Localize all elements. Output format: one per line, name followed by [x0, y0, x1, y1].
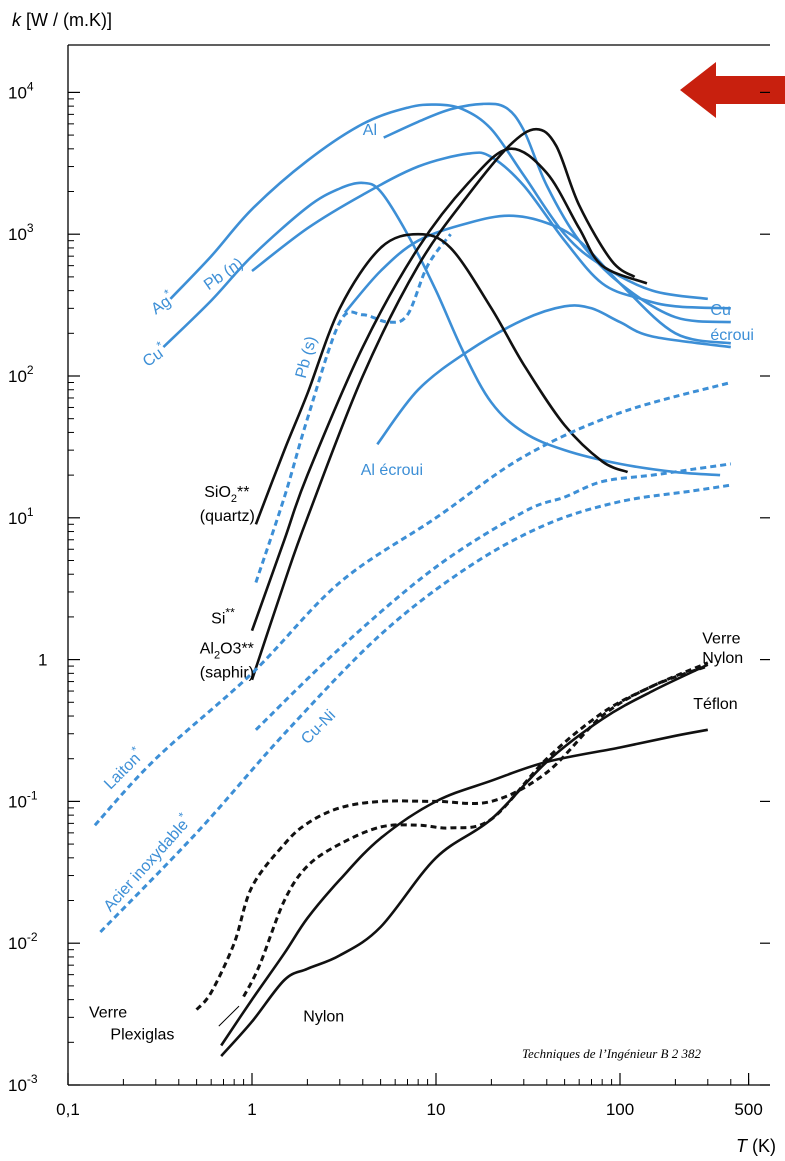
y-tick-label: 103 [8, 221, 34, 244]
series-cu-ecroui [343, 214, 732, 345]
curve-label-al: Al [363, 122, 377, 139]
curve-label-cu: Cu* [137, 338, 170, 371]
curve-label-cu-ni: Cu-Ni [298, 707, 339, 748]
x-axis-title: T (K) [736, 1136, 776, 1156]
curve-label-ag: Ag* [145, 286, 178, 318]
curve-label-sio: SiO2** [204, 484, 249, 505]
x-tick-label: 10 [427, 1100, 446, 1119]
curve-label-acier-inoxydable: Acier inoxydable* [97, 809, 195, 915]
series-acier-inoxydable [99, 483, 732, 934]
curve-label-verre: Verre [89, 1004, 127, 1021]
series-verre [195, 664, 709, 1011]
curve-label-cu: Cu [710, 302, 730, 319]
curve-label-verre: Verre [702, 630, 740, 647]
x-tick-label: 1 [247, 1100, 256, 1119]
y-tick-label: 10-1 [8, 788, 38, 811]
y-tick-label: 10-2 [8, 930, 38, 953]
curve-label-teflon: Téflon [693, 696, 737, 713]
curve-label-nylon: Nylon [702, 650, 743, 667]
curve-label-saphir: (saphir) [200, 664, 254, 681]
y-axis-title: k [W / (m.K)] [12, 10, 112, 30]
series-teflon [220, 728, 709, 1047]
curve-label-al-ecroui: Al écroui [361, 462, 423, 479]
curve-label-plexiglas: Plexiglas [110, 1026, 174, 1043]
y-tick-label: 102 [8, 363, 34, 386]
series-cu [162, 181, 721, 477]
x-tick-label: 0,1 [56, 1100, 80, 1119]
series-laiton [93, 381, 732, 827]
y-tick-label: 1 [38, 651, 47, 670]
curve-label-ecroui: écroui [710, 327, 754, 344]
series-pb-s [254, 233, 452, 583]
series-pb-n [251, 151, 731, 310]
curve-label-si: Si** [211, 605, 235, 627]
series-plexiglas [242, 661, 709, 998]
plexiglas-leader-line [218, 1005, 240, 1027]
series-al-ecroui [376, 304, 731, 446]
left-arrow-icon [680, 62, 785, 118]
source-note: Techniques de l’Ingénieur B 2 382 [522, 1046, 701, 1061]
x-tick-label: 500 [734, 1100, 762, 1119]
x-tick-label: 100 [606, 1100, 634, 1119]
series-nylon [220, 663, 709, 1057]
series-si [250, 147, 648, 632]
curve-label-laiton: Laiton* [98, 743, 148, 793]
series-al2o3-saphir [250, 127, 636, 681]
curve-label-al: Al2O3** [200, 641, 254, 662]
y-tick-label: 101 [8, 505, 34, 528]
y-tick-label: 104 [8, 79, 34, 102]
curve-label-nylon: Nylon [303, 1009, 344, 1026]
series-al [383, 102, 731, 324]
series-ag [169, 103, 708, 301]
series-sio2-quartz [254, 232, 629, 525]
y-tick-label: 10-3 [8, 1072, 38, 1095]
curve-label-quartz: (quartz) [200, 508, 255, 525]
series-cu-ni [254, 462, 732, 731]
